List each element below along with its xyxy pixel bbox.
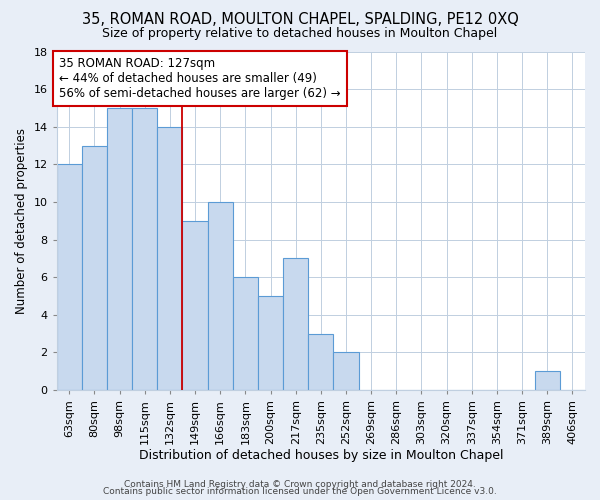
Text: Contains HM Land Registry data © Crown copyright and database right 2024.: Contains HM Land Registry data © Crown c… (124, 480, 476, 489)
X-axis label: Distribution of detached houses by size in Moulton Chapel: Distribution of detached houses by size … (139, 450, 503, 462)
Text: Contains public sector information licensed under the Open Government Licence v3: Contains public sector information licen… (103, 487, 497, 496)
Bar (283, 258, 308, 390)
Bar (208, 202, 233, 390)
Text: 35, ROMAN ROAD, MOULTON CHAPEL, SPALDING, PE12 0XQ: 35, ROMAN ROAD, MOULTON CHAPEL, SPALDING… (82, 12, 518, 28)
Bar (535, 371, 560, 390)
Bar (132, 108, 157, 390)
Bar (233, 277, 258, 390)
Bar (82, 146, 107, 390)
Bar (258, 296, 283, 390)
Bar (157, 126, 182, 390)
Text: Size of property relative to detached houses in Moulton Chapel: Size of property relative to detached ho… (103, 28, 497, 40)
Text: 35 ROMAN ROAD: 127sqm
← 44% of detached houses are smaller (49)
56% of semi-deta: 35 ROMAN ROAD: 127sqm ← 44% of detached … (59, 57, 341, 100)
Bar (308, 334, 334, 390)
Y-axis label: Number of detached properties: Number of detached properties (15, 128, 28, 314)
Bar (57, 164, 82, 390)
Bar (107, 108, 132, 390)
Bar (334, 352, 359, 390)
Bar (182, 220, 208, 390)
